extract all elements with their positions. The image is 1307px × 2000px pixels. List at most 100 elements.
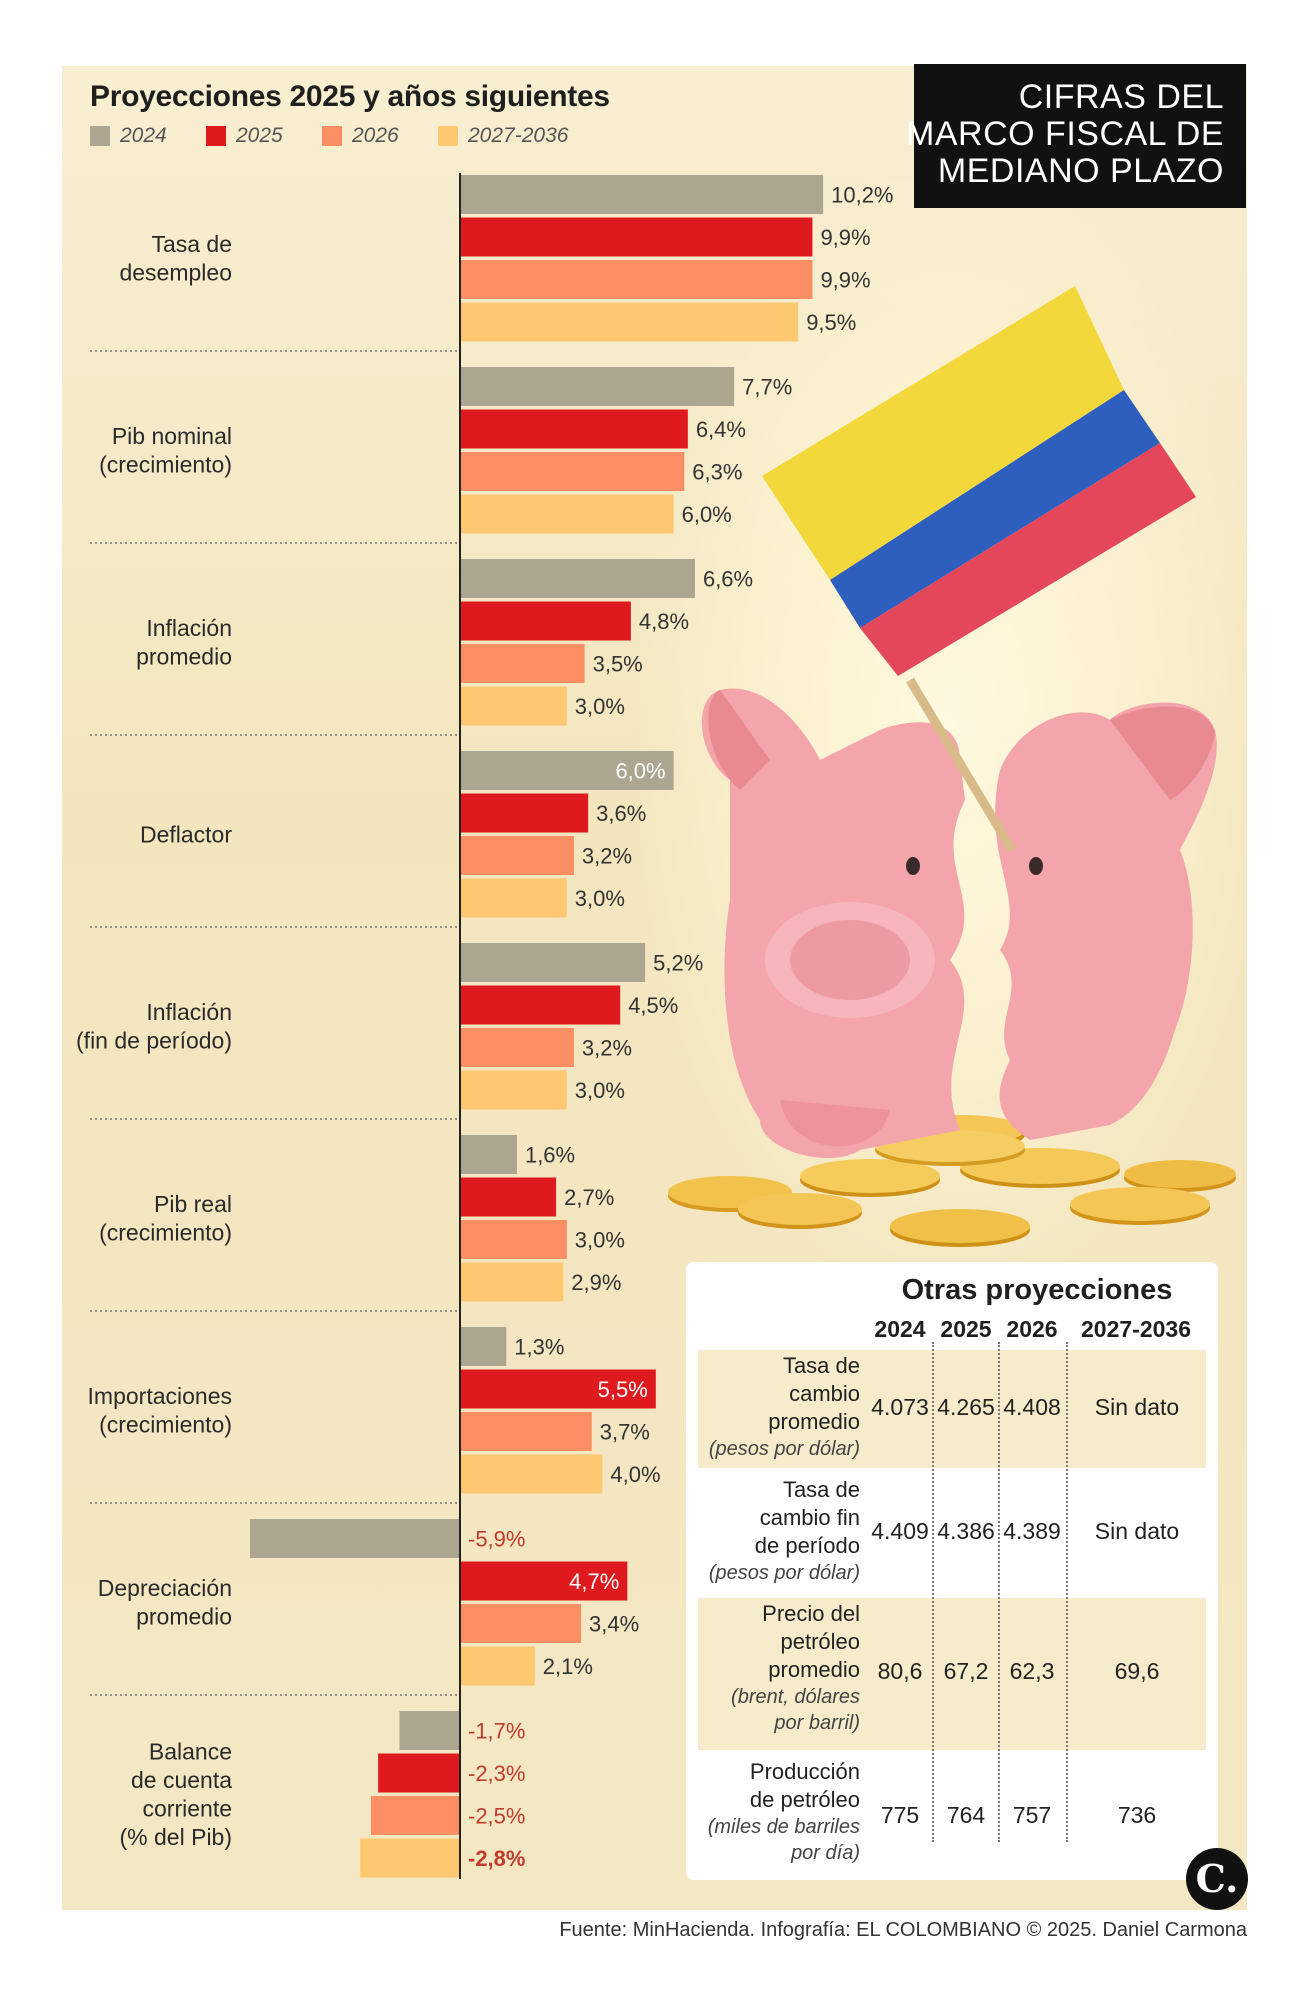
bar-2026 — [460, 1220, 567, 1259]
bar-2026 — [460, 836, 574, 875]
category-label: promedio — [136, 644, 232, 670]
bar-2027-2036 — [460, 1454, 603, 1494]
category-label: Depreciación — [98, 1575, 232, 1601]
bar-2025 — [378, 1753, 460, 1793]
bar-2024 — [460, 1327, 507, 1366]
table-row-note: (brent, dólares por barril) — [731, 1686, 860, 1734]
table-cell: 67,2 — [943, 1658, 989, 1684]
category-label: Pib nominal — [112, 423, 232, 449]
bar-2027-2036 — [460, 1070, 567, 1110]
table-header-2025: 2025 — [940, 1316, 992, 1342]
category-label: (crecimiento) — [99, 452, 232, 478]
data-label: 3,6% — [596, 801, 646, 826]
category-label: promedio — [136, 1604, 232, 1630]
bar-2024 — [460, 175, 824, 214]
data-label: 3,0% — [575, 1078, 625, 1103]
coins-illustration — [668, 1115, 1236, 1247]
legend-item-2026: 2026 — [322, 124, 399, 148]
bar-2026 — [460, 1028, 574, 1067]
data-label: 3,7% — [600, 1420, 650, 1445]
table-column-divider — [1066, 1342, 1068, 1842]
bar-2024 — [249, 1519, 460, 1558]
table-row: Precio del petróleo promedio (brent, dól… — [698, 1598, 1206, 1750]
category-label: (crecimiento) — [99, 1412, 232, 1438]
table-cell: 736 — [1117, 1802, 1157, 1828]
legend-swatch-2024 — [90, 126, 110, 146]
table-cell: Sin dato — [1094, 1518, 1180, 1544]
data-label: 4,8% — [639, 609, 689, 634]
table-header-2027-2036: 2027-2036 — [1081, 1316, 1191, 1342]
el-colombiano-logo: C. — [1186, 1848, 1248, 1910]
bar-2024 — [460, 367, 735, 406]
bar-2025 — [460, 793, 589, 833]
data-label: 3,2% — [582, 844, 632, 869]
source-footer: Fuente: MinHacienda. Infografía: EL COLO… — [559, 1919, 1247, 1941]
data-label: 6,0% — [682, 502, 732, 527]
data-label: 9,5% — [806, 310, 856, 335]
bar-2026 — [371, 1796, 460, 1835]
table-row-label: Tasa de cambio fin de período (pesos por… — [698, 1476, 860, 1586]
bar-2027-2036 — [460, 1262, 564, 1302]
category-label: de cuenta — [131, 1767, 232, 1793]
bar-2027-2036 — [460, 1646, 535, 1686]
legend-label-2027-2036: 2027-2036 — [468, 124, 569, 147]
bar-2024 — [460, 1135, 517, 1174]
table-cell: 4.409 — [871, 1518, 929, 1544]
colombia-flag-illustration — [762, 286, 1196, 676]
table-cell: 4.073 — [871, 1394, 929, 1420]
bar-2026 — [460, 260, 813, 299]
legend-swatch-2026 — [322, 126, 342, 146]
piggy-bank-left-half — [701, 688, 965, 1159]
bar-2027-2036 — [460, 878, 567, 918]
data-label: 6,4% — [696, 417, 746, 442]
bar-2024 — [460, 943, 646, 982]
data-label: 9,9% — [820, 225, 870, 250]
data-label: 3,4% — [589, 1612, 639, 1637]
data-label: 1,3% — [514, 1335, 564, 1360]
infographic-title-box: CIFRAS DEL MARCO FISCAL DE MEDIANO PLAZO — [906, 64, 1246, 208]
table-row-label: Precio del petróleo promedio (brent, dól… — [698, 1600, 860, 1736]
chart-title: Proyecciones 2025 y años siguientes — [90, 80, 610, 113]
table-cell: Sin dato — [1094, 1394, 1180, 1420]
bar-2027-2036 — [360, 1838, 460, 1878]
category-label: (fin de período) — [76, 1028, 232, 1054]
bar-2024 — [399, 1711, 460, 1750]
category-label: Balance — [149, 1739, 232, 1765]
data-label: 2,1% — [543, 1654, 593, 1679]
table-row-note: (miles de barriles por día) — [707, 1816, 860, 1864]
legend-label-2026: 2026 — [352, 124, 399, 147]
bar-2026 — [460, 644, 585, 683]
data-label: 4,7% — [569, 1569, 619, 1594]
table-row-label: Producción de petróleo (miles de barrile… — [698, 1758, 860, 1866]
other-projections-table: Otras proyecciones 2024 2025 2026 2027-2… — [686, 1262, 1218, 1880]
table-title: Otras proyecciones — [901, 1274, 1173, 1306]
data-label: 3,5% — [593, 652, 643, 677]
data-label: 6,3% — [692, 460, 742, 485]
legend-label-2024: 2024 — [120, 124, 167, 147]
data-label: 5,5% — [598, 1377, 648, 1402]
data-label: 7,7% — [742, 375, 792, 400]
title-line-2: MARCO FISCAL DE — [906, 115, 1224, 153]
data-label: 6,0% — [615, 759, 665, 784]
title-line-3: MEDIANO PLAZO — [937, 152, 1224, 190]
legend-swatch-2025 — [206, 126, 226, 146]
bar-2024 — [460, 559, 695, 598]
category-label: desempleo — [119, 260, 232, 286]
title-line-1: CIFRAS DEL — [1018, 78, 1224, 116]
table-row-label: Tasa de cambio promedio (pesos por dólar… — [698, 1352, 860, 1462]
flag-stick — [906, 677, 1016, 853]
category-label: Tasa de — [151, 231, 232, 257]
data-label: 5,2% — [653, 951, 703, 976]
data-label: 9,9% — [820, 268, 870, 293]
table-row: Tasa de cambio promedio (pesos por dólar… — [698, 1350, 1206, 1468]
data-label: -5,9% — [468, 1527, 525, 1552]
table-cell: 62,3 — [1009, 1658, 1055, 1684]
table-column-divider — [998, 1342, 1000, 1842]
bar-2027-2036 — [460, 686, 567, 726]
table-row-note: (pesos por dólar) — [708, 1438, 860, 1460]
table-cell: 4.265 — [937, 1394, 995, 1420]
table-cell: 775 — [880, 1802, 920, 1828]
category-label: (% del Pib) — [120, 1824, 232, 1850]
table-row-note: (pesos por dólar) — [708, 1562, 860, 1584]
table-cell: 757 — [1012, 1802, 1052, 1828]
